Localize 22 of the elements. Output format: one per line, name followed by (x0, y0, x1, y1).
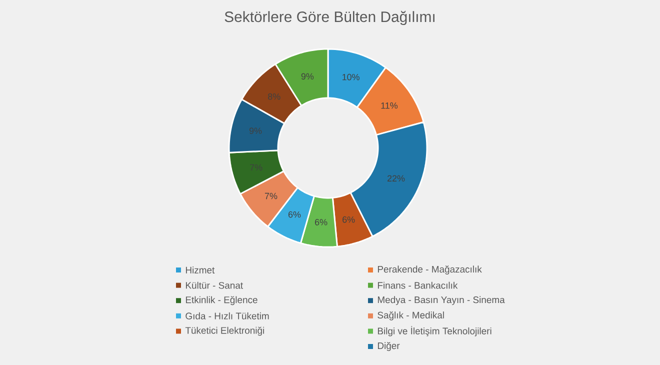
legend-label: Medya - Basın Yayın - Sinema (378, 296, 505, 306)
data-label: 22% (388, 175, 405, 182)
legend-label: Kültür - Sanat (186, 282, 243, 289)
legend-label: Tüketici Elektroniği (185, 326, 264, 336)
legend-label: Bilgi ve İletişim Teknolojileri (378, 326, 492, 336)
legend-label: Gıda - Hızlı Tüketim (186, 312, 269, 320)
data-label: 6% (342, 216, 355, 223)
data-label: 11% (381, 102, 398, 109)
data-label: 9% (301, 73, 314, 80)
data-label: 6% (288, 211, 301, 218)
data-label: 8% (268, 93, 280, 100)
legend-label: Etkinlik - Eğlence (186, 296, 258, 306)
legend-label: Hizmet (186, 266, 215, 274)
data-label: 10% (342, 74, 360, 80)
data-label: 6% (315, 219, 328, 226)
legend-label: Diğer (378, 342, 400, 351)
data-label: 7% (264, 192, 278, 200)
legend-label: Sağlık - Medikal (378, 311, 444, 320)
data-label: 9% (249, 128, 262, 134)
chart-title: Sektörlere Göre Bülten Dağılımı (224, 10, 434, 26)
legend-label: Finans - Bankacılık (378, 282, 458, 289)
legend-label: Perakende - Mağazacılık (378, 266, 482, 274)
